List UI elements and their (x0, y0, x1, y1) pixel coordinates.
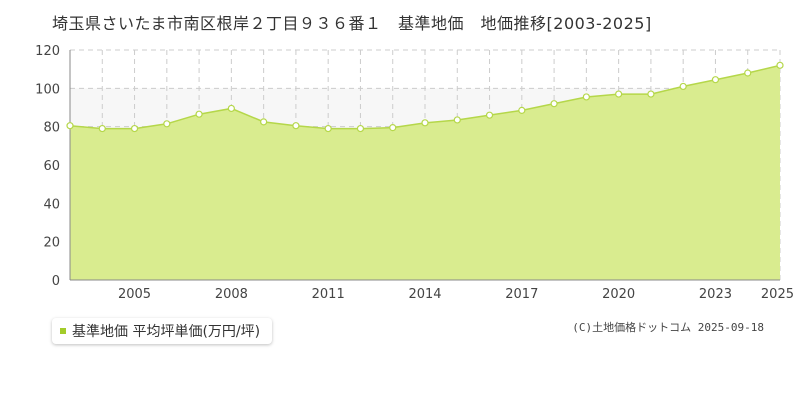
data-point (389, 124, 397, 132)
x-tick-label: 2014 (408, 287, 441, 302)
x-tick-label: 2008 (215, 287, 248, 302)
data-point (195, 110, 203, 118)
data-point (356, 124, 365, 133)
data-point (615, 90, 623, 98)
data-point (550, 100, 558, 108)
data-point (163, 120, 171, 128)
y-tick-label: 0 (52, 274, 60, 289)
x-tick-label: 2023 (699, 287, 732, 302)
data-point (679, 82, 687, 91)
y-tick-label: 80 (43, 121, 60, 136)
x-tick-label: 2020 (602, 287, 635, 302)
data-point (130, 124, 139, 133)
legend-swatch (60, 328, 66, 334)
data-point (66, 122, 74, 130)
data-point (744, 69, 752, 77)
y-tick-label: 40 (43, 197, 60, 212)
y-tick-label: 100 (35, 82, 60, 97)
data-point (647, 90, 655, 98)
x-tick-label: 2011 (312, 287, 345, 302)
data-point (227, 104, 235, 113)
data-point (292, 122, 300, 130)
data-point (582, 93, 590, 101)
data-point (324, 124, 332, 133)
y-tick-label: 20 (43, 236, 60, 251)
data-point (518, 106, 526, 114)
y-tick-label: 60 (43, 159, 60, 174)
data-point (485, 111, 494, 119)
page-title: 埼玉県さいたま市南区根岸２丁目９３６番１ 基準地価 地価推移[2003-2025… (52, 14, 652, 33)
series-area-fill (70, 65, 780, 280)
data-point (260, 118, 268, 126)
axes: 0 20 40 60 80 100 120 2005 2008 2011 2014 2017 2020 2… (35, 44, 794, 302)
data-point (776, 61, 784, 69)
data-points (66, 61, 784, 133)
legend: 基準地価 平均坪単価(万円/坪) (52, 318, 273, 344)
legend-label: 基準地価 平均坪単価(万円/坪) (72, 324, 261, 340)
x-tick-label: 2005 (118, 287, 151, 302)
x-tick-label: 2017 (505, 287, 538, 302)
data-point (421, 119, 429, 127)
data-point (453, 116, 461, 124)
data-point (711, 76, 720, 84)
copyright: (C)土地価格ドットコム 2025-09-18 (572, 321, 764, 334)
data-point (98, 124, 106, 133)
x-tick-label: 2025 (761, 287, 794, 302)
y-tick-label: 120 (35, 44, 60, 59)
